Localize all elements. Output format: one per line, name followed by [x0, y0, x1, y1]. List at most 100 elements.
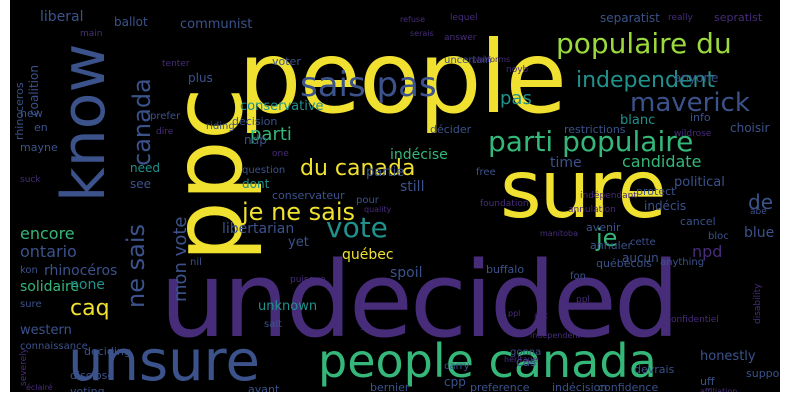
word: sais pas: [300, 65, 437, 105]
word: libertarian: [222, 221, 295, 237]
word: dire: [156, 127, 174, 137]
word: puisque: [290, 275, 326, 285]
word: info: [690, 111, 711, 124]
word: heritage: [504, 355, 538, 364]
word: je: [596, 224, 618, 252]
word: caq: [70, 296, 110, 321]
word: sure: [500, 143, 667, 236]
word: see: [130, 177, 152, 191]
word: rhinocéros: [44, 263, 118, 279]
word: separatist: [600, 11, 660, 25]
word: platforms: [472, 55, 511, 64]
word: confidence: [598, 381, 659, 392]
word: cas: [516, 355, 537, 369]
word: dont: [242, 177, 270, 191]
word: carry: [444, 361, 470, 372]
word: bloc: [708, 231, 729, 242]
word: none: [70, 277, 105, 293]
word: need: [130, 161, 160, 175]
word: encore: [20, 224, 75, 243]
word: indécis: [644, 199, 687, 213]
word: plus: [188, 71, 213, 85]
word: rhinoceros: [13, 82, 26, 140]
word: restrictions: [564, 123, 626, 136]
word: ballot: [114, 15, 148, 29]
word: buffalo: [486, 263, 525, 276]
word: people canada: [318, 334, 657, 388]
word: tenter: [162, 59, 190, 69]
word: decision: [232, 115, 278, 128]
word: anyone: [674, 71, 719, 85]
word: parti populaire: [488, 125, 694, 158]
word: preference: [470, 381, 530, 392]
word: fon: [570, 271, 586, 282]
word: mon vote: [170, 216, 191, 302]
word: ye: [360, 321, 371, 331]
word: one: [272, 149, 289, 159]
word: disability: [753, 283, 763, 325]
word: cpp: [444, 375, 466, 389]
word: question: [242, 165, 286, 176]
word: deciding: [84, 345, 131, 358]
word: ontario: [20, 242, 77, 261]
word: blue: [744, 225, 775, 241]
word: independent: [576, 68, 716, 93]
word: abe: [750, 207, 767, 217]
word: people: [238, 19, 567, 136]
word: wildrose: [674, 129, 712, 139]
word: yet: [288, 235, 309, 250]
word: still: [400, 179, 425, 195]
word-cloud: undecided people ppc sure know unsure pe…: [10, 0, 780, 392]
word: support: [746, 367, 780, 380]
word: annuler: [590, 239, 633, 252]
word: ppl: [576, 295, 590, 305]
word: noyb: [506, 65, 529, 75]
word: uncertain: [444, 55, 492, 66]
word: solidaire: [20, 279, 80, 295]
word: main: [80, 29, 103, 39]
word: partie: [366, 165, 405, 180]
word: cancel: [680, 215, 716, 228]
word: aucun: [622, 251, 659, 265]
word: npd: [692, 242, 723, 261]
word: éclairé: [26, 383, 53, 392]
word: answer: [444, 33, 477, 43]
word: suck: [20, 175, 41, 185]
word: western: [20, 323, 72, 338]
word: du canada: [300, 156, 416, 181]
word: voting: [70, 385, 105, 392]
word: kon: [20, 265, 38, 276]
word: unknown: [258, 299, 318, 314]
word: political: [674, 175, 725, 190]
word: communist: [180, 17, 253, 32]
word: vote: [326, 211, 388, 244]
word: voter: [272, 55, 301, 68]
word: protect: [636, 185, 676, 198]
word: avant: [248, 383, 280, 392]
word: gonna: [510, 347, 542, 358]
word: liberal: [40, 9, 84, 25]
word: ne sais: [122, 224, 150, 308]
word: je ne sais: [242, 198, 356, 226]
word: connaissance: [20, 341, 88, 352]
word: indépendant: [580, 191, 637, 201]
word: choisir: [730, 121, 770, 135]
word: décider: [430, 123, 472, 136]
word: riding: [206, 121, 235, 132]
word: quality: [364, 205, 392, 214]
word: indécision: [552, 381, 608, 392]
word: candidate: [622, 152, 702, 171]
word: manitoba: [540, 229, 578, 238]
word: foundation: [480, 199, 529, 209]
word: uff: [700, 375, 715, 388]
word: spoil: [390, 265, 423, 281]
word: free: [476, 167, 496, 178]
word: know: [49, 43, 119, 202]
word: salt: [264, 319, 283, 330]
word: indécise: [390, 147, 448, 163]
word: conservateur: [272, 189, 345, 202]
word: québécois: [596, 257, 653, 270]
word: annulation: [568, 205, 616, 215]
word: maverick: [630, 88, 750, 118]
word: mayne: [20, 141, 58, 154]
